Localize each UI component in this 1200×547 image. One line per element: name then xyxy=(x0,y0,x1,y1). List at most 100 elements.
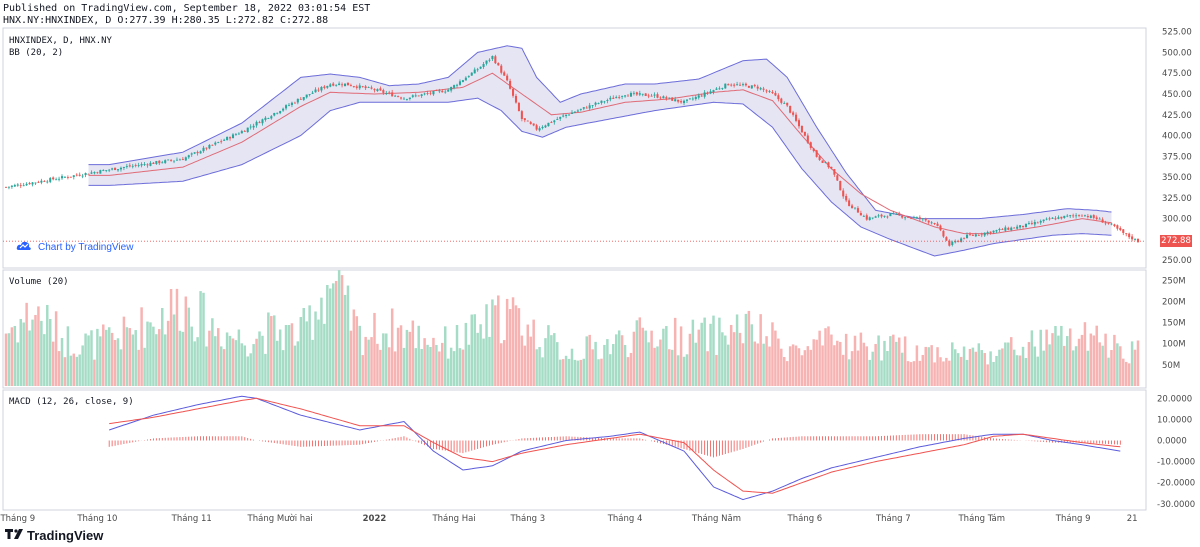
candle-body xyxy=(830,166,833,169)
candle xyxy=(34,182,37,185)
volume-bar xyxy=(240,343,244,386)
candle-body xyxy=(783,103,786,104)
candle xyxy=(13,183,16,188)
candle xyxy=(1104,220,1107,226)
candle-body xyxy=(28,183,31,185)
candle xyxy=(924,217,927,222)
candle xyxy=(90,170,93,175)
volume-bar xyxy=(449,347,453,386)
candle xyxy=(783,101,786,104)
tradingview-watermark[interactable]: Chart by TradingView xyxy=(16,240,133,255)
volume-bar xyxy=(505,298,509,386)
candle-body xyxy=(90,172,93,174)
candle xyxy=(432,90,435,96)
candle xyxy=(66,175,69,180)
macd-pane-title[interactable]: MACD (12, 26, close, 9) xyxy=(9,397,134,407)
candle-body xyxy=(317,89,320,91)
watermark-text: Chart by TradingView xyxy=(38,242,134,253)
tradingview-brand[interactable]: TradingView xyxy=(5,528,103,543)
candle-body xyxy=(1134,238,1137,240)
candle xyxy=(125,163,128,169)
candle xyxy=(264,116,267,122)
candle-body xyxy=(877,215,880,217)
volume-bar xyxy=(547,325,550,386)
volume-bar xyxy=(576,360,580,386)
candle xyxy=(60,174,64,180)
volume-pane-title[interactable]: Volume (20) xyxy=(9,277,69,287)
candle-body xyxy=(229,137,232,139)
candle-body xyxy=(706,92,709,94)
candle xyxy=(600,100,603,105)
volume-bar xyxy=(270,316,273,386)
candle xyxy=(40,178,43,185)
volume-bar xyxy=(744,313,748,386)
volume-bar xyxy=(762,343,765,386)
candle xyxy=(367,86,370,88)
volume-axis-label: 250M xyxy=(1162,276,1186,286)
candle-body xyxy=(612,97,615,99)
volume-bar xyxy=(529,336,532,386)
candle-body xyxy=(211,144,214,146)
candle-body xyxy=(267,118,270,119)
candle-body xyxy=(833,169,836,175)
volume-bar xyxy=(856,350,860,386)
candle xyxy=(963,237,966,240)
candle xyxy=(58,176,61,182)
candle xyxy=(391,89,394,97)
candle-body xyxy=(134,165,137,166)
volume-bar xyxy=(346,285,350,386)
candle xyxy=(886,215,889,219)
time-axis-label: Tháng Năm xyxy=(691,514,741,524)
bb-indicator-label[interactable]: BB (20, 2) xyxy=(9,48,63,58)
candle-body xyxy=(653,94,656,96)
y-axis[interactable]: 525.00 500.00 475.00 450.00 425.00 400.00 375.… xyxy=(1157,28,1195,510)
volume-bar xyxy=(747,310,751,386)
candle xyxy=(196,150,199,156)
volume-bar xyxy=(676,355,680,386)
price-pane[interactable] xyxy=(3,45,1146,257)
candle-body xyxy=(883,215,886,217)
candle-body xyxy=(559,116,562,119)
candle xyxy=(730,83,733,87)
volume-bar xyxy=(965,359,969,386)
candle xyxy=(556,116,559,120)
candle-body xyxy=(34,182,37,184)
candle xyxy=(877,213,880,218)
candle-body xyxy=(167,159,170,161)
price-axis-label: 425.00 xyxy=(1162,111,1192,121)
candle-body xyxy=(202,147,205,152)
candle xyxy=(694,95,697,101)
volume-bar xyxy=(959,356,963,386)
candle xyxy=(582,107,585,111)
candle-body xyxy=(352,86,355,87)
candle-body xyxy=(856,208,859,213)
candle-body xyxy=(299,98,302,100)
volume-pane[interactable] xyxy=(4,270,1140,386)
candle-body xyxy=(405,99,408,100)
candle-body xyxy=(771,91,774,94)
candle-body xyxy=(576,110,579,112)
candle-body xyxy=(727,84,730,86)
volume-bar xyxy=(718,317,721,386)
candle xyxy=(397,95,400,98)
volume-bar xyxy=(246,356,249,386)
volume-bar xyxy=(903,336,907,386)
volume-bar xyxy=(34,314,37,386)
candle xyxy=(134,163,137,168)
volume-bar xyxy=(441,342,444,386)
chart-canvas[interactable]: 525.00 500.00 475.00 450.00 425.00 400.00 375.… xyxy=(0,0,1200,527)
volume-bar xyxy=(1010,337,1013,386)
candle xyxy=(211,144,214,146)
candle xyxy=(43,180,46,183)
candle xyxy=(332,82,335,87)
candle xyxy=(485,60,488,66)
candle-body xyxy=(444,91,447,93)
volume-bar xyxy=(4,333,8,386)
x-axis[interactable]: Tháng 9 Tháng 10 Tháng 11 Tháng Mười hai 202… xyxy=(0,513,1138,524)
candle xyxy=(901,215,904,219)
candle xyxy=(470,72,473,76)
volume-bar xyxy=(175,288,179,386)
volume-bar xyxy=(1068,328,1072,386)
macd-pane[interactable] xyxy=(108,395,1121,501)
candle-body xyxy=(659,97,662,99)
